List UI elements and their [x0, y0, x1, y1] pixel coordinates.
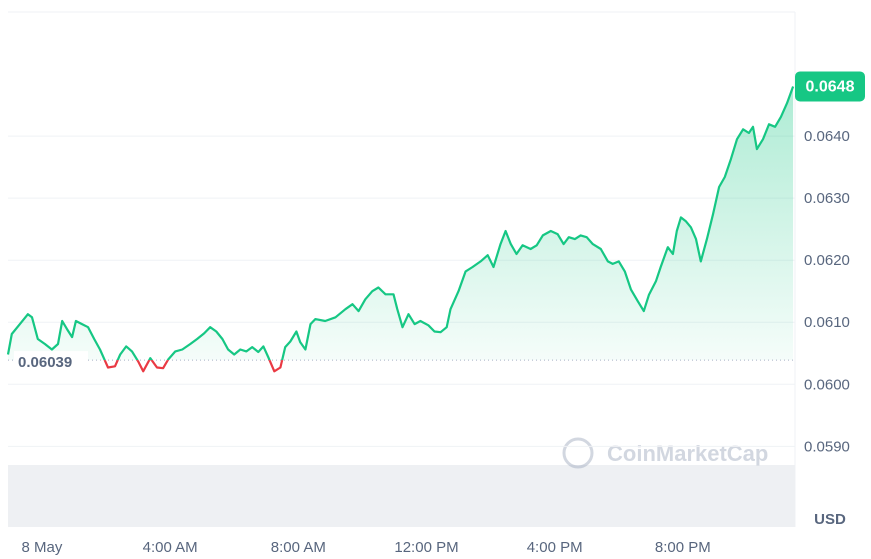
x-tick-label: 4:00 PM [527, 539, 583, 556]
price-line [6, 86, 795, 361]
volume-area [8, 465, 795, 527]
y-tick-label: 0.0630 [804, 190, 850, 207]
watermark: CoinMarketCap [562, 437, 768, 469]
x-tick-label: 12:00 PM [394, 539, 458, 556]
x-tick-label: 8:00 AM [271, 539, 326, 556]
reference-label: 0.06039 [18, 354, 72, 371]
watermark-text: CoinMarketCap [607, 441, 768, 466]
y-tick-label: 0.0640 [804, 128, 850, 145]
x-tick-label: 8:00 PM [655, 539, 711, 556]
y-tick-label: 0.0600 [804, 376, 850, 393]
y-tick-label: 0.0590 [804, 438, 850, 455]
current-price-label: 0.0648 [806, 79, 855, 96]
price-area [8, 86, 794, 361]
x-tick-label: 8 May [22, 539, 63, 556]
reference-label-bg [14, 351, 88, 374]
y-unit: USD [814, 511, 846, 528]
watermark-logo [562, 437, 594, 469]
current-price-badge [795, 71, 865, 102]
y-tick-label: 0.0610 [804, 314, 850, 331]
y-tick-label: 0.0620 [804, 252, 850, 269]
x-tick-label: 4:00 AM [143, 539, 198, 556]
